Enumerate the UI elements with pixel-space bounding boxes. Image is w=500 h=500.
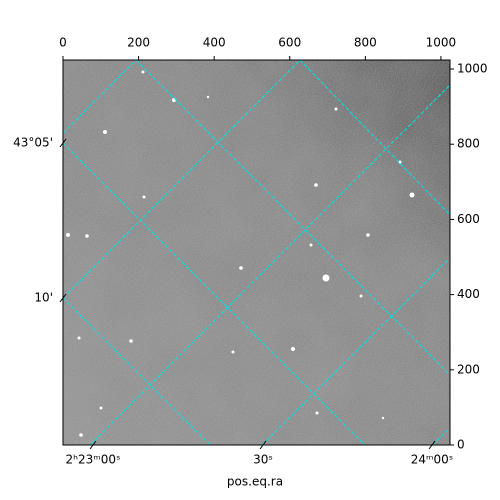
world-x-tick [428, 440, 436, 450]
y-tick-label: 400 [457, 287, 480, 301]
x-tick-label: 0 [59, 36, 67, 50]
world-x-tick [89, 440, 97, 450]
y-tick-label: 1000 [457, 62, 488, 76]
world-y-tick [59, 138, 67, 148]
x-tick-label: 800 [354, 36, 377, 50]
world-x-tick-label: 2ʰ23ᵐ00ˢ [66, 453, 121, 467]
sky-image [63, 60, 450, 445]
world-x-tick [259, 440, 267, 450]
x-tick-label: 600 [278, 36, 301, 50]
y-tick-label: 200 [457, 362, 480, 376]
world-y-tick [59, 293, 67, 303]
world-x-tick-label: 30ˢ [253, 453, 273, 467]
stars [66, 70, 415, 437]
y-tick-label: 800 [457, 137, 480, 151]
x-tick-label: 200 [127, 36, 150, 50]
x-tick-label: 1000 [426, 36, 457, 50]
y-tick-label: 600 [457, 212, 480, 226]
world-y-tick-label: 10' [34, 291, 53, 305]
world-y-tick-label: 43°05' [13, 136, 53, 150]
world-x-tick-label: 24ᵐ00ˢ [411, 453, 454, 467]
world-grid [62, 59, 451, 446]
axes-frame [62, 59, 451, 446]
x-axis-label: pos.eq.ra [227, 475, 283, 489]
x-tick-label: 400 [203, 36, 226, 50]
y-tick-label: 0 [457, 438, 465, 452]
